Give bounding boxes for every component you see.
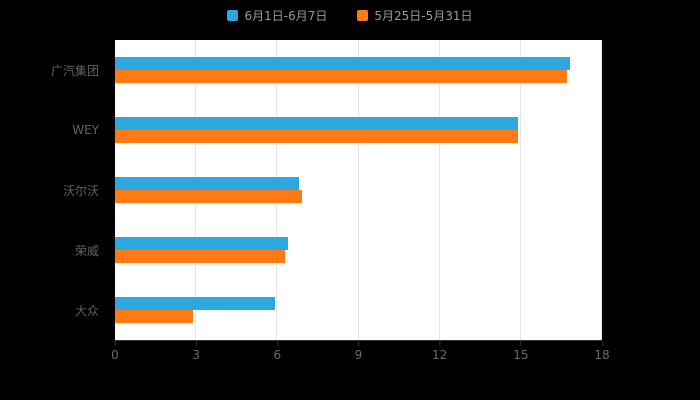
bar-group (115, 100, 602, 160)
bar (115, 250, 286, 263)
bar (115, 297, 275, 310)
gridline (601, 40, 602, 340)
bar (115, 237, 289, 250)
bar (115, 177, 299, 190)
x-tick-label: 15 (513, 341, 529, 362)
x-tick-label: 0 (111, 341, 119, 362)
bar (115, 190, 302, 203)
legend-item-week-may25-may31[interactable]: 5月25日-5月31日 (357, 7, 473, 24)
x-tick-label: 18 (594, 341, 610, 362)
plot-area (115, 40, 602, 341)
bar (115, 310, 194, 323)
legend-item-week-jun1-jun7[interactable]: 6月1日-6月7日 (227, 7, 327, 24)
bar-group (115, 280, 602, 340)
x-tick-label: 6 (273, 341, 282, 362)
gridline (519, 40, 521, 340)
bar (115, 117, 519, 130)
category-label: 沃尔沃 (62, 183, 99, 198)
bar-group (115, 160, 602, 220)
legend-label: 6月1日-6月7日 (244, 9, 328, 23)
legend-swatch (357, 10, 369, 21)
category-label: WEY (72, 123, 99, 137)
bar (115, 130, 519, 143)
x-tick-label: 3 (192, 341, 200, 362)
category-label: 大众 (74, 303, 99, 318)
category-label: 荣威 (74, 243, 99, 258)
legend-label: 5月25日-5月31日 (374, 9, 473, 23)
x-axis-labels: 0 3 6 9 12 15 18 (111, 341, 610, 363)
x-tick-label: 9 (354, 341, 363, 362)
category-label: 广汽集团 (50, 63, 99, 78)
gridline (357, 40, 359, 340)
gridline (438, 40, 440, 340)
legend: 6月1日-6月7日 5月25日-5月31日 (0, 7, 700, 24)
category-labels: 广汽集团 WEY 沃尔沃荣威大众 (0, 40, 107, 340)
bar (115, 57, 570, 70)
x-tick-label: 12 (432, 341, 448, 362)
bar-group (115, 40, 602, 100)
bar-rows (115, 40, 602, 340)
legend-swatch (227, 10, 239, 21)
bar (115, 70, 567, 83)
bar-group (115, 220, 602, 280)
